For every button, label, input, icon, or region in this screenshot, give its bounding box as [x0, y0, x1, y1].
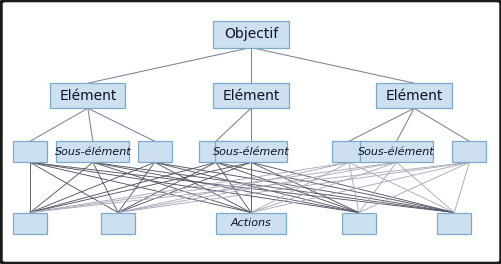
FancyBboxPatch shape	[13, 141, 47, 162]
FancyBboxPatch shape	[213, 21, 288, 48]
FancyBboxPatch shape	[198, 141, 232, 162]
FancyBboxPatch shape	[13, 213, 47, 234]
FancyBboxPatch shape	[341, 213, 375, 234]
FancyBboxPatch shape	[436, 213, 470, 234]
FancyBboxPatch shape	[213, 83, 288, 108]
Text: Elément: Elément	[385, 89, 442, 103]
FancyBboxPatch shape	[331, 141, 365, 162]
FancyBboxPatch shape	[214, 141, 287, 162]
FancyBboxPatch shape	[376, 83, 451, 108]
Text: Actions: Actions	[230, 218, 271, 228]
FancyBboxPatch shape	[451, 141, 485, 162]
FancyBboxPatch shape	[101, 213, 135, 234]
Text: Elément: Elément	[222, 89, 279, 103]
Text: Sous-élément: Sous-élément	[358, 147, 434, 157]
Text: Sous-élément: Sous-élément	[212, 147, 289, 157]
FancyBboxPatch shape	[360, 141, 432, 162]
FancyBboxPatch shape	[57, 141, 129, 162]
Text: Objectif: Objectif	[223, 27, 278, 41]
FancyBboxPatch shape	[215, 213, 286, 234]
Text: Elément: Elément	[59, 89, 116, 103]
FancyBboxPatch shape	[137, 141, 171, 162]
FancyBboxPatch shape	[50, 83, 125, 108]
Text: Sous-élément: Sous-élément	[55, 147, 131, 157]
